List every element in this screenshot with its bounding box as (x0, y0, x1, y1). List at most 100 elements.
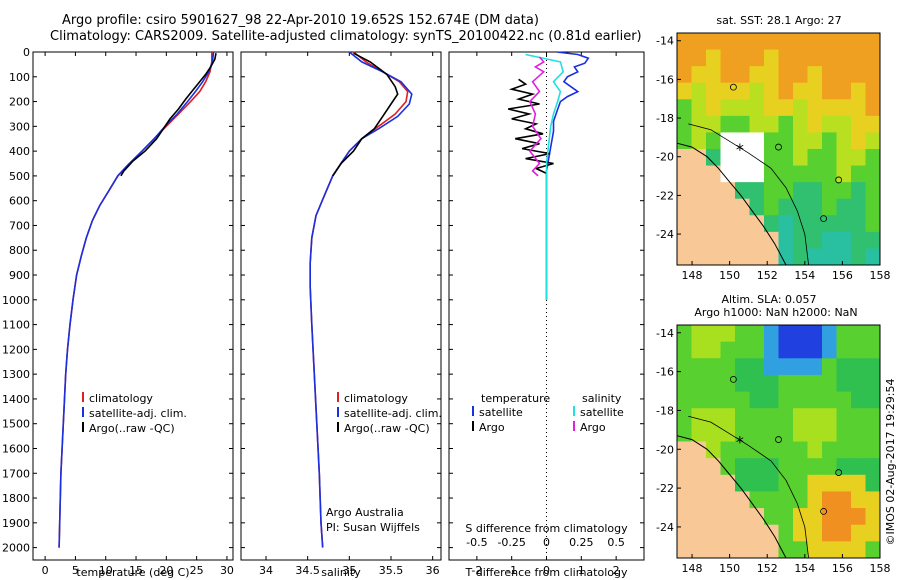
map-cell (822, 66, 837, 84)
argo-float-marker: * (736, 140, 744, 159)
map-cell (691, 182, 707, 200)
y-tick-label: 800 (9, 244, 30, 257)
y-tick-label: 900 (9, 269, 30, 282)
map-cell (764, 215, 779, 233)
x-tick-label: 0 (42, 564, 49, 577)
map-cell (807, 132, 823, 150)
map-cell (706, 132, 721, 150)
map-cell (735, 358, 750, 376)
map-cell (749, 458, 765, 476)
map-cell (706, 424, 721, 442)
map-cell (807, 458, 823, 476)
map-cell (764, 341, 779, 359)
temperature-axes (32, 51, 234, 561)
map-cell (720, 441, 736, 459)
map-cell (822, 341, 837, 359)
map-cell (851, 524, 866, 542)
map-cell (677, 508, 692, 526)
map-cell (691, 441, 707, 459)
map-cell (851, 508, 866, 526)
map-x-tick-label: 156 (832, 269, 853, 282)
difference-series-3 (528, 56, 546, 177)
salinity-series-2 (332, 52, 399, 177)
legend-entry: Argo(..raw -QC) (89, 422, 175, 435)
x-tick-label: 35.5 (379, 564, 404, 577)
map-cell (793, 508, 808, 526)
map-cell (677, 374, 692, 393)
map-cell (822, 198, 837, 216)
map-x-tick-label: 158 (870, 562, 891, 575)
map-cell (691, 374, 707, 393)
x-tick-label: 15 (129, 564, 143, 577)
map-cell (865, 458, 881, 476)
map-cell (807, 408, 823, 426)
map-cell (691, 358, 707, 376)
map-x-tick-label: 148 (682, 269, 703, 282)
map-cell (677, 165, 692, 183)
map-cell (793, 198, 808, 216)
map-cell (851, 341, 866, 359)
map-cell (851, 198, 866, 216)
map-cell (677, 66, 692, 84)
map-cell (851, 132, 866, 150)
x-tick-label: 20 (159, 564, 173, 577)
map-x-tick-label: 148 (682, 562, 703, 575)
map-cell (793, 391, 808, 409)
map-cell (778, 66, 794, 84)
map-cell (851, 66, 866, 84)
map-x-tick-label: 158 (870, 269, 891, 282)
difference-series-1 (508, 78, 554, 175)
map-cell (691, 99, 707, 117)
map-frame (676, 32, 881, 266)
y-tick-label: 1700 (2, 467, 30, 480)
y-tick-label: 1900 (2, 517, 30, 530)
map-cell (793, 424, 808, 442)
shelf-contour (688, 123, 809, 266)
map-cell (778, 374, 794, 393)
map-cell (720, 424, 736, 442)
coastline (676, 142, 787, 266)
x-tick-label: -2 (471, 564, 482, 577)
difference-series-2 (525, 53, 565, 300)
map-cell (677, 541, 692, 559)
map-cell (749, 474, 765, 492)
map-cell (677, 341, 692, 359)
map-cell (851, 99, 866, 117)
map-cell (691, 541, 707, 559)
x-tick-label: 0 (543, 564, 550, 577)
map-cell (764, 49, 779, 67)
map-cell (778, 115, 794, 133)
map-cell (764, 524, 779, 542)
legend-entry: Argo (580, 421, 606, 434)
map-cell (836, 408, 852, 426)
map-cell (807, 341, 823, 359)
y-tick-label: 1000 (2, 294, 30, 307)
map-cell (677, 198, 692, 216)
map-cell (749, 132, 765, 150)
map-cell (677, 33, 692, 51)
y-tick-label: 600 (9, 195, 30, 208)
map-cell (822, 474, 837, 492)
map-cell (778, 182, 794, 200)
map-cell (851, 441, 866, 459)
map-cell (720, 66, 736, 84)
map-cell (778, 341, 794, 359)
map-cell (807, 374, 823, 393)
legend-entry: satellite-adj. clim. (89, 407, 187, 420)
map-cell (735, 132, 750, 150)
map-cell (865, 248, 881, 266)
y-tick-label: 500 (9, 170, 30, 183)
map-x-tick-label: 150 (719, 562, 740, 575)
map-cell (865, 524, 881, 542)
map-cell (677, 49, 692, 67)
map-cell (749, 49, 765, 67)
difference-x2label: S difference from climatology (465, 522, 628, 535)
map-cell (851, 424, 866, 442)
timestamp-stamp: ©IMOS 02-Aug-2017 19:29:54 (884, 379, 897, 546)
map-cell (793, 474, 808, 492)
map-cell (793, 215, 808, 233)
y-tick-label: 300 (9, 120, 30, 133)
map-cell (822, 165, 837, 183)
y-tick-label: 2000 (2, 542, 30, 555)
